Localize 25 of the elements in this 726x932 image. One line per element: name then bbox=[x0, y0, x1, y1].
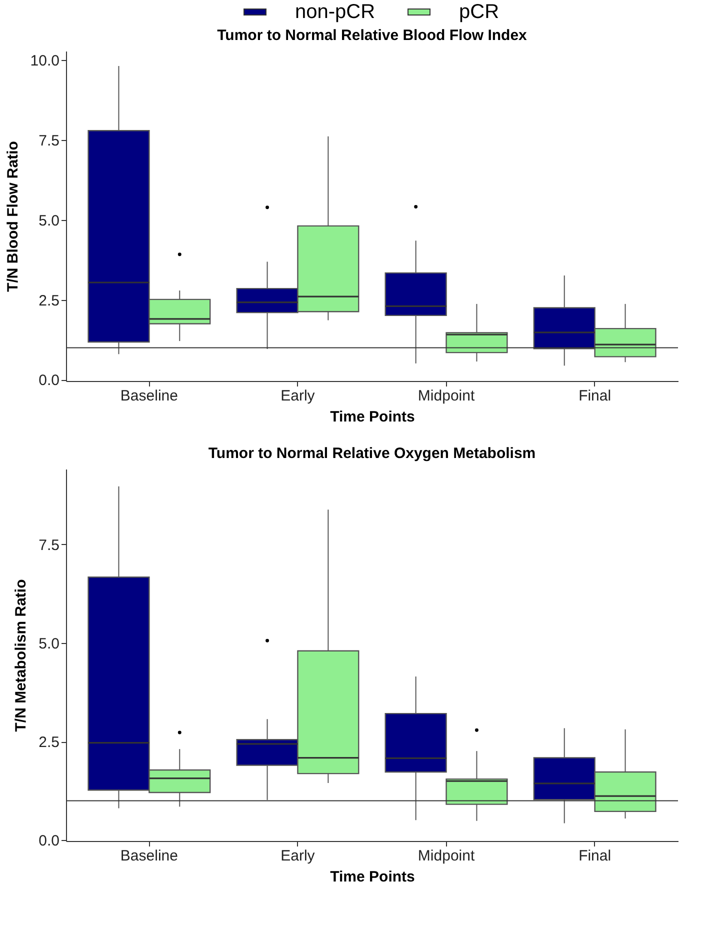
x-axis-title: Time Points bbox=[330, 408, 415, 426]
legend-label: non-pCR bbox=[295, 1, 376, 23]
y-tick-label: 2.5 bbox=[38, 734, 60, 752]
y-tick-label: 7.5 bbox=[38, 132, 60, 150]
y-tick-label: 5.0 bbox=[38, 635, 60, 652]
chart-title: Tumor to Normal Relative Blood Flow Index bbox=[217, 27, 528, 44]
y-axis-title: T/N Metabolism Ratio bbox=[12, 579, 30, 732]
y-tick-label: 5.0 bbox=[38, 212, 60, 230]
x-axis-title: Time Points bbox=[330, 868, 415, 886]
x-tick-label: Early bbox=[280, 388, 316, 404]
x-tick-label: Baseline bbox=[120, 388, 178, 404]
x-tick-label: Final bbox=[578, 848, 612, 864]
legend-label: pCR bbox=[459, 1, 500, 23]
chart-title: Tumor to Normal Relative Oxygen Metabolism bbox=[208, 445, 536, 462]
y-tick-label: 7.5 bbox=[38, 536, 60, 554]
x-tick-label: Midpoint bbox=[418, 388, 476, 404]
y-tick-label: 10.0 bbox=[30, 52, 60, 70]
x-tick-label: Baseline bbox=[120, 848, 178, 864]
x-tick-label: Final bbox=[578, 388, 612, 404]
y-axis-title: T/N Blood Flow Ratio bbox=[4, 141, 22, 292]
x-tick-label: Early bbox=[280, 848, 316, 864]
y-tick-label: 0.0 bbox=[38, 372, 60, 390]
y-tick-label: 0.0 bbox=[38, 832, 60, 850]
y-tick-label: 2.5 bbox=[38, 292, 60, 310]
x-tick-label: Midpoint bbox=[418, 848, 476, 864]
